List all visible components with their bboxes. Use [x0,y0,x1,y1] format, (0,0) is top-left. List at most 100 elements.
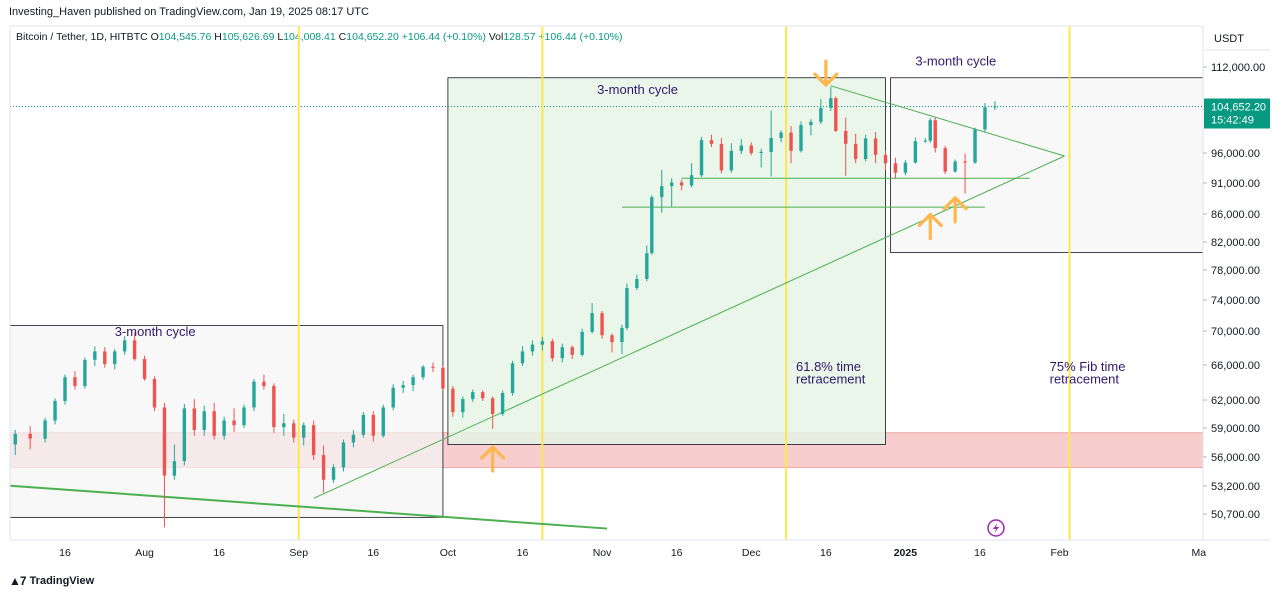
y-tick-label: 74,000.00 [1211,295,1260,307]
candle-body [739,145,744,151]
candle-body [893,163,898,173]
trend-line-5 [10,484,608,530]
candle-body [162,407,167,476]
candle-body [252,381,256,408]
candle-body [540,341,545,345]
candle-body [679,182,684,186]
x-tick-label: Sep [289,547,308,559]
tradingview-logo-icon: ▲7 [9,574,27,588]
candle-body [73,377,77,386]
x-tick-label: 16 [213,547,225,559]
candle-body [610,335,614,343]
candle-body [212,411,216,436]
candle-body [809,121,813,126]
candle-body [769,137,773,152]
candle-body [83,359,87,386]
candle-body [590,313,594,332]
x-tick-label: 16 [974,547,986,559]
candle-body [391,387,395,408]
candle-body [928,120,932,141]
x-tick-label: Feb [1051,547,1069,559]
volume-label: Vol [488,31,504,43]
y-tick-label: 112,000.00 [1211,62,1265,74]
candle-body [43,420,47,439]
candle-body [625,288,629,328]
x-tick-label: 16 [671,547,683,559]
candle-body [411,377,415,386]
candle-body [689,175,694,186]
tradingview-brand[interactable]: ▲7 TradingView [9,574,94,588]
annotation-label: retracement [1050,371,1120,386]
candle-body [351,434,356,443]
brand-name: TradingView [29,575,95,587]
candle-body [321,455,326,480]
open-label: O [150,31,159,43]
last-price-badge [1204,98,1270,129]
plot-area: 3-month cycle 3-month cycle 3-month cycle 6… [10,26,1203,540]
x-tick-label: Oct [440,547,456,559]
candle-body [490,398,495,414]
publish-info: Investing_Haven published on TradingView… [9,6,369,18]
candle-body [669,182,674,187]
candle-body [341,442,346,468]
candle-body [560,347,564,359]
x-tick-label: 16 [367,547,379,559]
high-value: 105,626.69 [221,31,275,43]
volume-change: +106.44 (+0.10%) [538,31,623,43]
y-tick-label: 66,000.00 [1211,360,1260,372]
candle-body [963,161,967,163]
low-label: L [277,31,284,43]
candle-body [699,140,704,176]
candle-body [182,408,187,462]
candle-body [371,414,376,436]
high-label: H [214,31,222,43]
candle-body [844,130,848,144]
countdown-value: 15:42:49 [1211,114,1254,126]
candle-body [401,385,405,388]
y-tick-label: 62,000.00 [1211,395,1260,407]
lightning-bolt-icon [993,523,999,533]
candle-body [301,425,306,438]
candle-body [28,433,32,439]
candle-body [953,161,957,172]
candle-body [292,423,296,438]
arrow-up-icon [480,445,506,473]
candle-body [381,407,385,436]
candle-body [510,363,515,393]
y-tick-label: 91,000.00 [1211,178,1260,190]
x-tick-label: Ma [1192,547,1207,559]
candle-body [799,125,803,151]
candle-body [431,366,435,368]
x-tick-label: 16 [820,547,832,559]
candle-body [933,120,937,149]
candle-body [331,467,336,480]
candle-body [923,140,927,142]
y-tick-label: 96,000.00 [1211,148,1260,160]
candle-body [759,151,763,153]
x-tick-label: 16 [517,547,529,559]
candle-body [550,341,555,359]
change-value: +106.44 (+0.10%) [401,31,486,43]
y-tick-label: 70,000.00 [1211,326,1260,338]
open-value: 104,545.76 [158,31,212,43]
candle-body [441,367,445,389]
annotation-label: retracement [796,371,866,386]
candle-body [232,420,236,426]
candle-body [749,145,753,153]
candle-body [471,392,475,400]
candle-body [853,143,858,159]
candle-body [192,408,196,430]
candle-body [481,392,485,399]
candle-body [222,420,226,436]
arrow-up-icon [917,212,943,241]
cycle-box-2 [447,77,886,445]
y-tick-label: 50,700.00 [1211,509,1260,521]
candle-body [580,331,584,355]
arrow-down-icon [813,59,839,87]
symbol-name[interactable]: Bitcoin / Tether, 1D, HITBTC [16,31,148,43]
candle-body [779,132,783,138]
candle-body [113,351,117,365]
annotation-label: 3-month cycle [597,82,678,97]
candle-body [645,253,649,279]
